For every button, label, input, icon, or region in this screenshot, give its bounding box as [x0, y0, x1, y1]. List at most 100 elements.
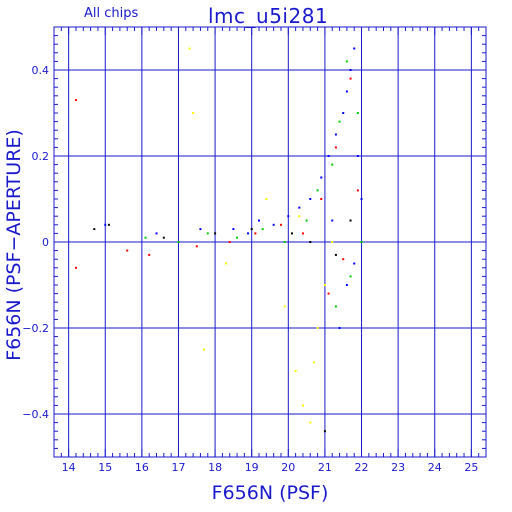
- data-point: [199, 228, 202, 231]
- data-point: [155, 232, 158, 235]
- data-point: [144, 236, 147, 239]
- data-point: [206, 232, 209, 235]
- data-point: [177, 241, 180, 243]
- x-tick-label: 16: [135, 461, 149, 474]
- data-point: [320, 176, 323, 179]
- data-point: [258, 219, 261, 222]
- data-point: [309, 198, 312, 200]
- data-point: [331, 163, 334, 166]
- data-point: [323, 284, 326, 286]
- x-tick-label: 17: [171, 461, 185, 474]
- data-point: [334, 305, 337, 308]
- data-point: [345, 284, 348, 286]
- y-tick-label: 0.2: [32, 150, 50, 163]
- data-point: [349, 219, 352, 222]
- data-point: [126, 249, 129, 252]
- y-tick-label: 0.4: [32, 64, 50, 77]
- x-axis-label: F656N (PSF): [211, 482, 329, 504]
- chart-subtitle: All chips: [84, 6, 139, 21]
- data-point: [232, 228, 235, 231]
- y-tick-label: −0.2: [22, 322, 49, 335]
- data-point: [334, 253, 337, 256]
- data-point: [356, 155, 359, 157]
- data-point: [301, 232, 304, 235]
- data-point: [93, 228, 96, 231]
- data-point: [272, 223, 275, 226]
- plot-frame: [53, 26, 487, 458]
- y-tick-label: −0.4: [22, 408, 49, 421]
- data-point: [360, 241, 363, 243]
- data-point: [301, 404, 304, 407]
- data-point: [214, 232, 217, 235]
- data-point: [107, 223, 110, 226]
- data-point: [334, 146, 337, 149]
- data-point: [327, 292, 330, 295]
- data-point: [309, 421, 312, 424]
- data-point: [261, 228, 264, 231]
- data-point: [360, 198, 363, 200]
- data-point: [353, 47, 356, 50]
- data-point: [331, 219, 334, 222]
- data-point: [356, 189, 359, 192]
- data-point: [250, 228, 253, 231]
- data-point: [309, 241, 312, 243]
- data-point: [342, 112, 345, 114]
- data-point: [334, 133, 337, 136]
- x-tick-label: 21: [318, 461, 332, 474]
- data-point: [345, 60, 348, 63]
- data-point: [247, 232, 250, 235]
- data-point: [228, 241, 231, 243]
- data-point: [316, 327, 319, 329]
- data-point: [338, 120, 341, 123]
- data-point: [236, 236, 239, 239]
- data-point: [283, 241, 286, 243]
- chart-title: lmc_u5i281: [208, 4, 329, 28]
- x-tick-label: 15: [98, 461, 112, 474]
- data-point: [356, 112, 359, 114]
- data-point: [225, 262, 228, 265]
- data-point: [283, 305, 286, 308]
- x-tick-label: 25: [464, 461, 478, 474]
- data-point: [162, 236, 165, 239]
- data-point: [349, 77, 352, 80]
- data-point: [331, 241, 334, 243]
- y-tick-label: 0: [42, 236, 49, 249]
- x-tick-label: 22: [355, 461, 369, 474]
- data-point: [338, 327, 341, 329]
- x-tick-label: 14: [62, 461, 76, 474]
- data-point: [104, 223, 107, 226]
- data-point: [254, 232, 257, 235]
- data-point: [195, 245, 198, 248]
- data-point: [290, 232, 293, 235]
- x-tick-label: 18: [208, 461, 222, 474]
- data-point: [203, 348, 206, 351]
- data-point: [148, 253, 151, 256]
- data-point: [287, 215, 290, 218]
- data-point: [323, 430, 326, 433]
- x-tick-label: 24: [428, 461, 442, 474]
- data-point: [349, 69, 352, 71]
- data-point: [312, 361, 315, 364]
- data-point: [265, 198, 268, 200]
- x-tick-label: 23: [391, 461, 405, 474]
- data-point: [320, 198, 323, 200]
- data-point: [279, 223, 282, 226]
- data-point: [353, 262, 356, 265]
- data-point: [342, 258, 345, 261]
- x-tick-label: 20: [281, 461, 295, 474]
- data-point: [305, 219, 308, 222]
- data-point: [327, 155, 330, 157]
- data-point: [298, 215, 301, 218]
- data-point: [316, 189, 319, 192]
- data-point: [192, 112, 195, 114]
- data-point: [74, 99, 77, 102]
- data-point: [349, 275, 352, 278]
- data-point: [188, 47, 191, 50]
- y-axis-label: F656N (PSF−APERTURE): [3, 129, 25, 361]
- data-point: [74, 266, 77, 269]
- data-point: [294, 370, 297, 372]
- data-point: [345, 90, 348, 93]
- data-point: [298, 206, 301, 209]
- x-tick-label: 19: [245, 461, 259, 474]
